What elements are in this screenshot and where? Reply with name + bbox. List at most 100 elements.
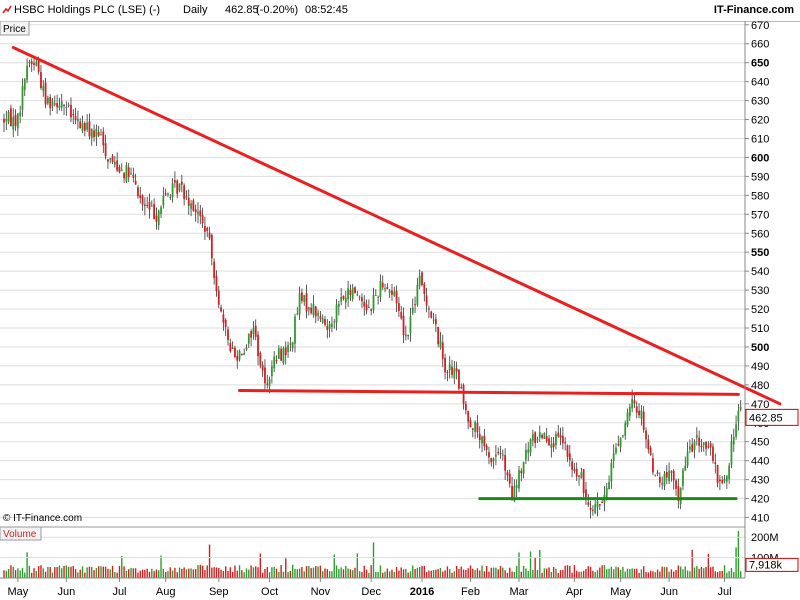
- candle-down: [437, 327, 440, 345]
- candle-down: [3, 118, 5, 123]
- candle-down: [400, 311, 403, 319]
- candle-down: [386, 287, 389, 290]
- candle-up: [95, 128, 98, 137]
- y-tick-label: 440: [751, 456, 769, 468]
- candle-up: [555, 434, 557, 446]
- candle-down: [691, 444, 694, 452]
- candle-up: [347, 288, 349, 300]
- candle-down: [365, 304, 368, 311]
- candle-down: [70, 104, 72, 118]
- grid-lines: [0, 24, 745, 519]
- candle-down: [173, 180, 176, 183]
- y-tick-label: 610: [751, 133, 769, 145]
- candle-up: [358, 296, 361, 298]
- candle-up: [277, 348, 280, 359]
- candle-down: [305, 293, 308, 312]
- candle-down: [658, 476, 661, 483]
- candle-down: [421, 272, 423, 285]
- y-tick-label: 410: [751, 513, 769, 525]
- copyright-text: © IT-Finance.com: [3, 513, 82, 524]
- candle-down: [444, 357, 446, 373]
- candle-up: [626, 412, 629, 426]
- candle-up: [732, 437, 735, 445]
- candle-down: [210, 234, 213, 259]
- candle-up: [628, 406, 631, 417]
- candle-up: [160, 207, 162, 214]
- candle-down: [206, 228, 209, 231]
- candle-up: [312, 303, 315, 315]
- candle-up: [739, 406, 742, 410]
- candle-up: [723, 479, 726, 482]
- candle-up: [374, 294, 377, 296]
- candle-down: [617, 443, 620, 446]
- candle-down: [284, 347, 287, 356]
- candle-up: [287, 345, 289, 353]
- candle-up: [28, 61, 31, 63]
- candle-up: [494, 454, 497, 457]
- candle-up: [42, 85, 45, 91]
- candle-up: [702, 442, 705, 446]
- candle-down: [83, 123, 86, 131]
- candle-up: [515, 485, 518, 488]
- candle-up: [612, 453, 615, 462]
- candle-down: [227, 329, 229, 341]
- candle-down: [598, 504, 601, 506]
- candle-down: [176, 180, 179, 194]
- candle-down: [111, 155, 114, 163]
- candle-down: [370, 309, 373, 311]
- candle-up: [409, 316, 412, 333]
- candle-down: [670, 471, 673, 473]
- candle-down: [37, 60, 40, 72]
- candle-down: [414, 304, 416, 306]
- candle-up: [150, 205, 153, 207]
- candle-up: [730, 441, 733, 465]
- candle-down: [548, 438, 550, 446]
- x-tick-label: Mar: [510, 586, 529, 598]
- candle-down: [264, 367, 266, 384]
- candle-down: [319, 316, 322, 319]
- candle-down: [342, 295, 345, 300]
- last-price-label: 462.85: [749, 412, 783, 424]
- candle-down: [434, 318, 437, 325]
- candle-up: [608, 481, 610, 490]
- y-tick-label: 580: [751, 190, 769, 202]
- candle-up: [35, 61, 38, 66]
- candle-down: [698, 437, 701, 446]
- candle-up: [77, 119, 79, 122]
- x-tick-label: Jun: [660, 586, 678, 598]
- candle-down: [314, 306, 317, 317]
- y-tick-label: 450: [751, 437, 769, 449]
- candle-up: [167, 193, 169, 195]
- candle-up: [245, 347, 248, 350]
- candle-down: [49, 96, 52, 109]
- candle-up: [518, 470, 520, 489]
- candle-up: [536, 439, 539, 441]
- candle-down: [575, 468, 578, 477]
- candle-up: [238, 350, 241, 360]
- candle-down: [504, 455, 507, 471]
- candle-down: [471, 428, 474, 430]
- candle-down: [40, 72, 42, 89]
- candle-up: [735, 424, 737, 437]
- candle-down: [656, 472, 659, 474]
- candle-down: [240, 353, 243, 356]
- price-chart[interactable]: 200M100M7,918k 4104204304404504604704804…: [0, 21, 800, 600]
- candle-down: [14, 115, 17, 127]
- candle-down: [469, 420, 472, 428]
- candle-down: [677, 486, 680, 501]
- candle-down: [349, 290, 352, 296]
- candle-down: [180, 181, 183, 185]
- candle-down: [231, 347, 234, 349]
- candle-down: [587, 502, 590, 505]
- candle-up: [247, 333, 250, 344]
- x-tick-label: Feb: [461, 586, 480, 598]
- candle-up: [527, 449, 530, 453]
- candle-down: [425, 295, 428, 306]
- candle-down: [638, 410, 640, 416]
- candle-up: [21, 86, 24, 110]
- candle-down: [259, 352, 262, 366]
- candle-up: [432, 319, 435, 321]
- candle-up: [171, 183, 174, 197]
- price-label-box: [0, 21, 30, 36]
- candle-down: [208, 232, 211, 239]
